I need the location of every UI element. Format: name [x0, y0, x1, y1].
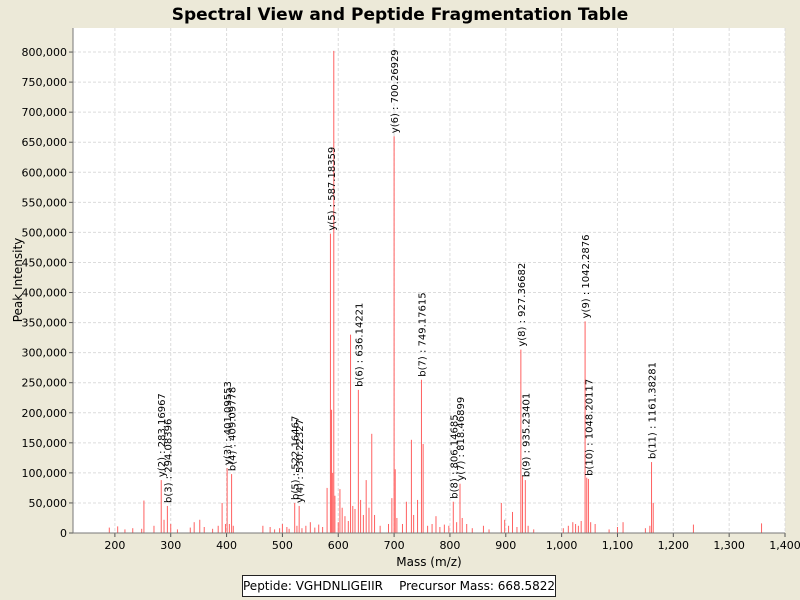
precursor-mass: Precursor Mass: 668.5822 [399, 579, 555, 593]
x-tick-label: 200 [104, 539, 125, 552]
x-tick-label: 1,100 [602, 539, 634, 552]
y-tick-label: 450,000 [22, 256, 68, 269]
x-tick-label: 400 [216, 539, 237, 552]
x-tick-label: 700 [384, 539, 405, 552]
peak-annotation: b(8) : 806.14685 [449, 414, 460, 498]
y-tick-label: 300,000 [22, 347, 68, 360]
y-tick-label: 650,000 [22, 136, 68, 149]
y-tick-label: 550,000 [22, 196, 68, 209]
peak-annotation: b(3) : 294.08396 [163, 419, 174, 503]
y-tick-label: 200,000 [22, 407, 68, 420]
x-tick-label: 500 [272, 539, 293, 552]
peak-annotation: y(2) : 283.16967 [157, 393, 168, 477]
peak-annotation: y(3) : 401.09553 [223, 381, 234, 465]
x-tick-label: 600 [328, 539, 349, 552]
x-axis-label: Mass (m/z) [396, 555, 461, 569]
x-tick-label: 1,200 [658, 539, 690, 552]
axes: 0 50,000 100,000 150,000 200,000 250,000 300,0… [22, 28, 800, 552]
x-tick-label: 1,400 [769, 539, 800, 552]
y-tick-label: 350,000 [22, 317, 68, 330]
peak-annotation: y(7) : 818.46899 [456, 397, 467, 481]
y-tick-label: 250,000 [22, 377, 68, 390]
grid-lines [73, 28, 786, 534]
peptide-sequence: Peptide: VGHDNLIGEIIR [243, 579, 383, 593]
y-tick-label: 700,000 [22, 106, 68, 119]
peak-annotation: b(4) : 409.09778 [228, 387, 239, 471]
x-tick-label: 1,300 [713, 539, 745, 552]
peak-annotation: y(8) : 927.36682 [517, 263, 528, 347]
peak-annotation: y(5) : 587.18359 [327, 147, 338, 231]
peak-annotation: b(11) : 1161.38281 [648, 362, 659, 459]
x-tick-label: 300 [160, 539, 181, 552]
peak-annotation: b(10) : 1048.20117 [584, 379, 595, 476]
y-tick-label: 400,000 [22, 287, 68, 300]
peak-series [108, 50, 763, 533]
peak-annotation: y(6) : 700.26929 [390, 49, 401, 133]
y-axis-label: Peak Intensity [11, 238, 25, 323]
y-tick-label: 500,000 [22, 226, 68, 239]
peak-annotation: b(7) : 749.17615 [417, 292, 428, 376]
y-tick-label: 150,000 [22, 437, 68, 450]
y-tick-label: 600,000 [22, 166, 68, 179]
peak-annotation: b(9) : 935.23401 [521, 393, 532, 477]
x-tick-label: 800 [439, 539, 460, 552]
y-tick-label: 800,000 [22, 46, 68, 59]
y-tick-label: 50,000 [29, 497, 68, 510]
y-tick-label: 750,000 [22, 76, 68, 89]
x-tick-label: 900 [495, 539, 516, 552]
chart-title: Spectral View and Peptide Fragmentation … [172, 5, 629, 25]
peak-annotation: y(9) : 1042.2876 [581, 234, 592, 318]
y-tick-label: 0 [60, 527, 67, 540]
peptide-info-box: Peptide: VGHDNLIGEIIR Precursor Mass: 66… [242, 575, 556, 597]
x-tick-label: 1,000 [546, 539, 578, 552]
peak-annotation: b(6) : 636.14221 [354, 303, 365, 387]
plot-area [73, 28, 785, 533]
peak-annotation: b(5) : 522.16467 [291, 416, 302, 500]
y-tick-label: 100,000 [22, 467, 68, 480]
peak-annotation: y(4) : 530.22327 [295, 419, 306, 503]
